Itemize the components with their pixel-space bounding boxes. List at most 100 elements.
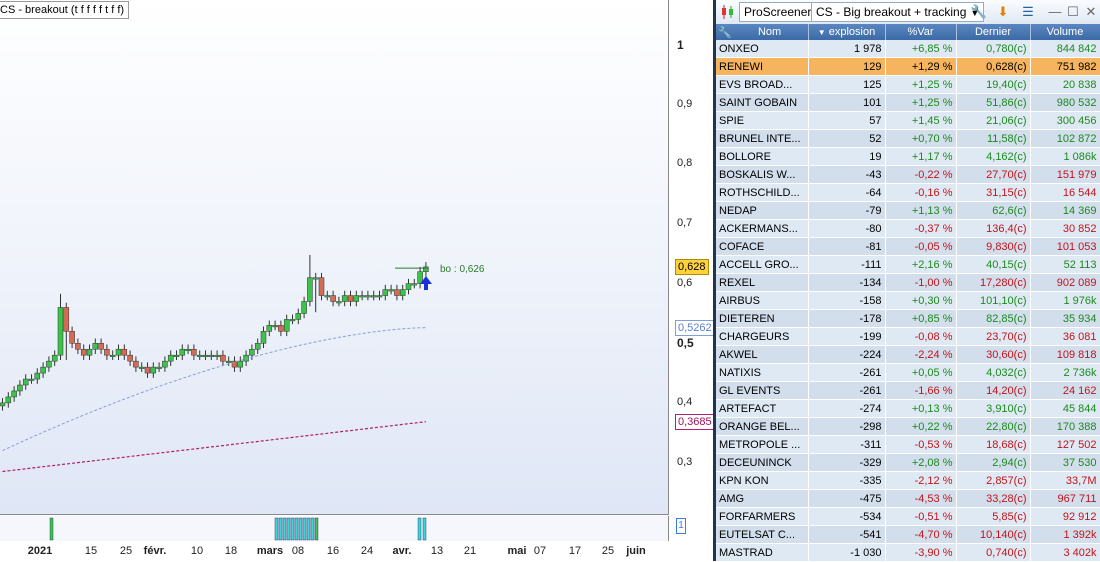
screener-cell-name: ACKERMANS... xyxy=(716,219,809,238)
screener-cell-explosion: -111 xyxy=(808,255,886,274)
candle-body xyxy=(86,348,93,356)
date-axis[interactable]: 2021 15 25 févr. 10 18 mars 08 16 24 avr. 13 21 mai 07… xyxy=(0,541,669,561)
table-row[interactable]: ACKERMANS... -80 -0,37 % 136,4(c) 30 852 xyxy=(716,219,1100,238)
candle-body xyxy=(0,402,6,407)
screener-cell-explosion: -475 xyxy=(808,489,886,508)
table-row[interactable]: DIETEREN -178 +0,85 % 82,85(c) 35 934 xyxy=(716,309,1100,328)
table-row[interactable]: NATIXIS -261 +0,05 % 4,032(c) 2 736k xyxy=(716,363,1100,382)
table-row[interactable]: GL EVENTS -261 -1,66 % 14,20(c) 24 162 xyxy=(716,381,1100,400)
y-tick-label: 0,9 xyxy=(677,97,693,110)
chart-pane[interactable]: bo : 0,626 CS - breakout (t f f f f t f … xyxy=(0,0,715,561)
candle-body xyxy=(220,354,226,362)
table-row[interactable]: MASTRAD -1 030 -3,90 % 0,740(c) 3 402k xyxy=(716,543,1100,562)
table-row[interactable]: ORANGE BEL... -298 +0,22 % 22,80(c) 170 388 xyxy=(716,417,1100,436)
table-row[interactable]: ONXEO 1 978 +6,85 % 0,780(c) 844 842 xyxy=(716,40,1100,58)
list-icon[interactable]: ☰ xyxy=(1022,4,1034,19)
table-row[interactable]: NEDAP -79 +1,13 % 62,6(c) 14 369 xyxy=(716,201,1100,220)
download-arrow-icon[interactable]: ⬇ xyxy=(997,4,1009,19)
candle-body xyxy=(28,378,35,381)
column-header-last[interactable]: Dernier xyxy=(956,24,1031,40)
screener-cell-explosion: -274 xyxy=(808,399,886,418)
table-row[interactable]: BRUNEL INTE... 52 +0,70 % 11,58(c) 102 872 xyxy=(716,129,1100,148)
screener-toolbar: ProScreener CS - Big breakout + tracking… xyxy=(716,0,1100,25)
table-row[interactable]: RENEWI 129 +1,29 % 0,628(c) 751 982 xyxy=(716,57,1100,76)
table-row[interactable]: AMG -475 -4,53 % 33,28(c) 967 711 xyxy=(716,489,1100,508)
candle-body xyxy=(121,348,128,356)
table-row[interactable]: SAINT GOBAIN 101 +1,25 % 51,86(c) 980 532 xyxy=(716,93,1100,112)
proscreener-button[interactable]: ProScreener xyxy=(739,2,817,22)
indicator-bar xyxy=(278,517,283,541)
indicator-pane[interactable] xyxy=(0,516,669,541)
screener-cell-explosion: -329 xyxy=(808,453,886,472)
screener-cell-var: +1,45 % xyxy=(885,111,957,130)
price-chart-svg[interactable]: bo : 0,626 xyxy=(0,0,669,515)
screener-cell-name: RENEWI xyxy=(716,57,809,76)
indicator-bar xyxy=(298,517,303,541)
screener-cell-var: -1,00 % xyxy=(885,273,957,292)
table-row[interactable]: FORFARMERS -534 -0,51 % 5,85(c) 92 912 xyxy=(716,507,1100,526)
screener-cell-name: METROPOLE ... xyxy=(716,435,809,454)
candle-body xyxy=(173,354,180,357)
table-row[interactable]: DECEUNINCK -329 +2,08 % 2,94(c) 37 530 xyxy=(716,453,1100,472)
column-header-explosion[interactable]: ▼ explosion xyxy=(808,24,886,40)
table-row[interactable]: KPN KON -335 -2,12 % 2,857(c) 33,7M xyxy=(716,471,1100,490)
screener-cell-last: 31,15(c) xyxy=(956,183,1031,202)
wrench-icon[interactable]: 🔧 xyxy=(970,4,988,19)
screener-cell-explosion: 129 xyxy=(808,57,886,76)
screener-cell-var: +2,16 % xyxy=(885,255,957,274)
screener-cell-name: CHARGEURS xyxy=(716,327,809,346)
table-row[interactable]: AKWEL -224 -2,24 % 30,60(c) 109 818 xyxy=(716,345,1100,364)
screener-cell-var: +0,13 % xyxy=(885,399,957,418)
table-row[interactable]: METROPOLE ... -311 -0,53 % 18,68(c) 127 502 xyxy=(716,435,1100,454)
candle-body xyxy=(98,343,104,350)
screener-cell-volume: 751 982 xyxy=(1030,57,1100,76)
maximize-icon[interactable]: ☐ xyxy=(1067,4,1079,19)
indicator-bar xyxy=(302,517,307,541)
table-row[interactable]: EVS BROAD... 125 +1,25 % 19,40(c) 20 838 xyxy=(716,75,1100,94)
price-axis[interactable]: 1 0,9 0,8 0,7 0,6 0,5 0,4 0,3 0,628 0,5262 0,3685 xyxy=(670,0,715,515)
candle-body xyxy=(92,343,99,350)
candle-body xyxy=(63,307,70,332)
table-row[interactable]: AIRBUS -158 +0,30 % 101,10(c) 1 976k xyxy=(716,291,1100,310)
minimize-icon[interactable]: — xyxy=(1048,4,1062,19)
screener-cell-volume: 151 979 xyxy=(1030,165,1100,184)
screener-cell-last: 9,830(c) xyxy=(956,237,1031,256)
table-row[interactable]: ROTHSCHILD... -64 -0,16 % 31,15(c) 16 544 xyxy=(716,183,1100,202)
close-icon[interactable]: ✕ xyxy=(1085,4,1097,19)
screener-cell-volume: 33,7M xyxy=(1030,471,1100,490)
candle-body xyxy=(109,354,116,357)
table-row[interactable]: SPIE 57 +1,45 % 21,06(c) 300 456 xyxy=(716,111,1100,130)
table-row[interactable]: BOSKALIS W... -43 -0,22 % 27,70(c) 151 979 xyxy=(716,165,1100,184)
candle-body xyxy=(156,366,162,369)
chart-title[interactable]: CS - breakout (t f f f f t f f) xyxy=(0,1,130,19)
screener-cell-var: -2,24 % xyxy=(885,345,957,364)
table-row[interactable]: CHARGEURS -199 -0,08 % 23,70(c) 36 081 xyxy=(716,327,1100,346)
screener-cell-var: -0,05 % xyxy=(885,237,957,256)
candlestick-icon[interactable] xyxy=(719,3,737,21)
screen-selector-dropdown[interactable]: CS - Big breakout + tracking ▼ xyxy=(811,2,985,22)
screener-cell-last: 3,910(c) xyxy=(956,399,1031,418)
price-plot-area[interactable]: bo : 0,626 CS - breakout (t f f f f t f … xyxy=(0,0,669,515)
candle-body xyxy=(359,295,365,298)
wrench-icon[interactable]: 🔧 xyxy=(718,26,732,39)
screener-cell-last: 27,70(c) xyxy=(956,165,1031,184)
pane-splitter[interactable] xyxy=(713,0,716,561)
screener-cell-volume: 3 402k xyxy=(1030,543,1100,562)
screener-cell-volume: 36 081 xyxy=(1030,327,1100,346)
candle-body xyxy=(80,348,87,356)
screener-cell-var: -3,90 % xyxy=(885,543,957,562)
candle-body xyxy=(266,325,273,332)
table-row[interactable]: EUTELSAT C... -541 -4,70 % 10,140(c) 1 392k xyxy=(716,525,1100,544)
screener-cell-last: 62,6(c) xyxy=(956,201,1031,220)
price-flag: 0,628 xyxy=(675,258,709,275)
table-row[interactable]: REXEL -134 -1,00 % 17,280(c) 902 089 xyxy=(716,273,1100,292)
table-row[interactable]: BOLLORE 19 +1,17 % 4,162(c) 1 086k xyxy=(716,147,1100,166)
column-header-volume[interactable]: Volume xyxy=(1030,24,1100,40)
column-header-var[interactable]: %Var xyxy=(885,24,957,40)
table-row[interactable]: ARTEFACT -274 +0,13 % 3,910(c) 45 844 xyxy=(716,399,1100,418)
indicator-histogram xyxy=(49,517,427,541)
table-row[interactable]: COFACE -81 -0,05 % 9,830(c) 101 053 xyxy=(716,237,1100,256)
screener-cell-name: AIRBUS xyxy=(716,291,809,310)
column-header-name[interactable]: 🔧 Nom xyxy=(716,24,809,40)
table-row[interactable]: ACCELL GRO... -111 +2,16 % 40,15(c) 52 113 xyxy=(716,255,1100,274)
